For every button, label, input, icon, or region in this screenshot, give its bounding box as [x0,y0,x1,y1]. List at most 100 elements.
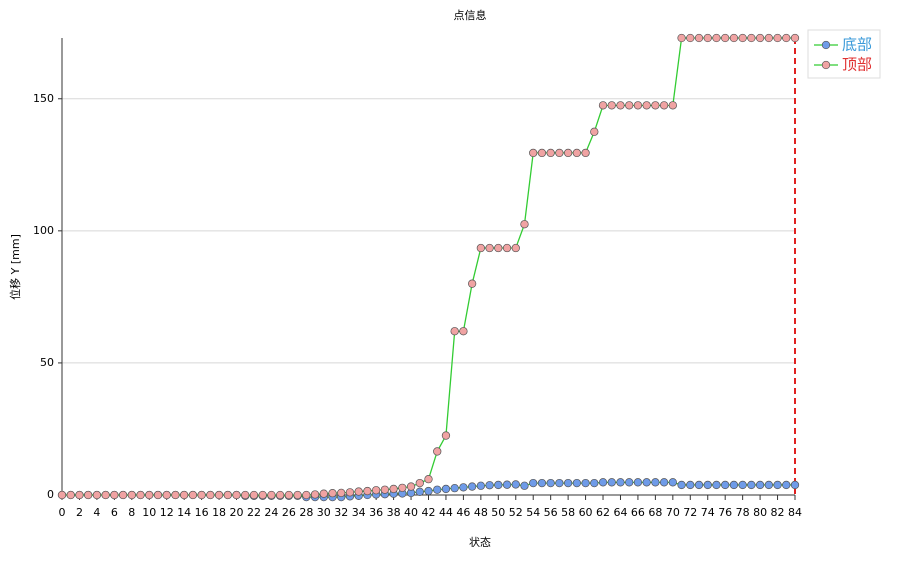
data-point [712,480,721,490]
data-point [267,490,276,500]
data-point [590,127,599,136]
data-point [197,490,206,500]
x-tick-label: 54 [526,506,540,519]
x-tick-label: 26 [282,506,296,519]
data-point [153,490,163,500]
data-point [450,327,459,336]
data-point [598,101,608,110]
x-tick-label: 60 [579,506,593,519]
x-tick-label: 2 [76,506,83,519]
data-point [502,243,512,253]
data-point [328,489,337,498]
data-point [485,243,494,253]
x-tick-label: 62 [596,506,610,519]
x-tick-label: 48 [474,506,488,519]
y-tick-label: 0 [47,488,54,501]
x-tick-label: 66 [631,506,645,519]
data-point [773,33,782,43]
data-point [441,484,451,494]
x-tick-label: 24 [264,506,278,519]
data-point [520,220,529,229]
data-point [101,490,110,500]
chart-title: 点信息 [454,8,487,22]
data-point [633,101,643,110]
data-point [476,243,486,253]
data-point [616,478,625,487]
data-point [433,485,442,494]
data-point [467,482,477,491]
data-point [424,486,433,496]
data-point [686,33,695,43]
x-tick-label: 6 [111,506,118,519]
data-point [459,483,468,492]
x-tick-label: 32 [334,506,348,519]
data-point [476,481,486,490]
x-tick-label: 64 [613,506,627,519]
x-tick-label: 82 [771,506,785,519]
data-point [136,490,145,500]
data-point [276,490,285,500]
data-point [729,33,739,43]
data-point [563,478,573,488]
data-point [703,33,712,43]
legend-label: 底部 [842,36,872,54]
data-point [607,478,616,487]
data-point [651,478,660,487]
data-point [145,490,154,500]
legend-marker [821,40,831,50]
data-point [563,148,573,158]
x-tick-label: 46 [456,506,470,519]
data-point [223,490,232,500]
x-tick-label: 78 [736,506,750,519]
data-point [232,490,241,500]
data-point [773,480,782,490]
data-point [441,431,451,440]
data-point [84,490,93,500]
data-point [764,480,773,490]
data-point [555,478,564,488]
x-tick-label: 22 [247,506,261,519]
data-point [380,485,390,494]
x-tick-label: 40 [404,506,418,519]
x-tick-label: 16 [195,506,209,519]
data-point [686,480,695,490]
data-point [180,490,189,500]
data-point [529,148,538,158]
data-point [520,481,529,490]
x-tick-label: 38 [387,506,401,519]
x-tick-label: 36 [369,506,383,519]
data-point [677,480,686,490]
data-point [345,488,355,497]
data-point [721,33,730,43]
data-point [738,480,747,490]
data-point [424,475,433,484]
data-point [92,490,102,500]
data-point [162,490,171,500]
data-point [703,480,712,490]
y-tick-label: 150 [33,92,54,105]
data-point [738,33,747,43]
data-point [616,101,625,110]
data-point [581,148,590,158]
x-tick-label: 18 [212,506,226,519]
data-point [633,478,643,487]
data-point [729,480,739,490]
series-line [62,37,795,496]
x-tick-label: 52 [509,506,523,519]
data-point [694,33,704,43]
x-tick-label: 42 [422,506,436,519]
data-point [668,478,677,487]
data-point [598,478,608,487]
data-point [721,480,730,490]
x-tick-label: 56 [544,506,558,519]
data-point [590,478,599,488]
data-point [511,480,520,489]
data-point [659,478,669,487]
data-point [755,480,765,490]
x-tick-label: 20 [230,506,244,519]
y-tick-label: 100 [33,224,54,237]
data-point [747,33,756,43]
x-tick-label: 34 [352,506,366,519]
data-point [310,490,320,499]
